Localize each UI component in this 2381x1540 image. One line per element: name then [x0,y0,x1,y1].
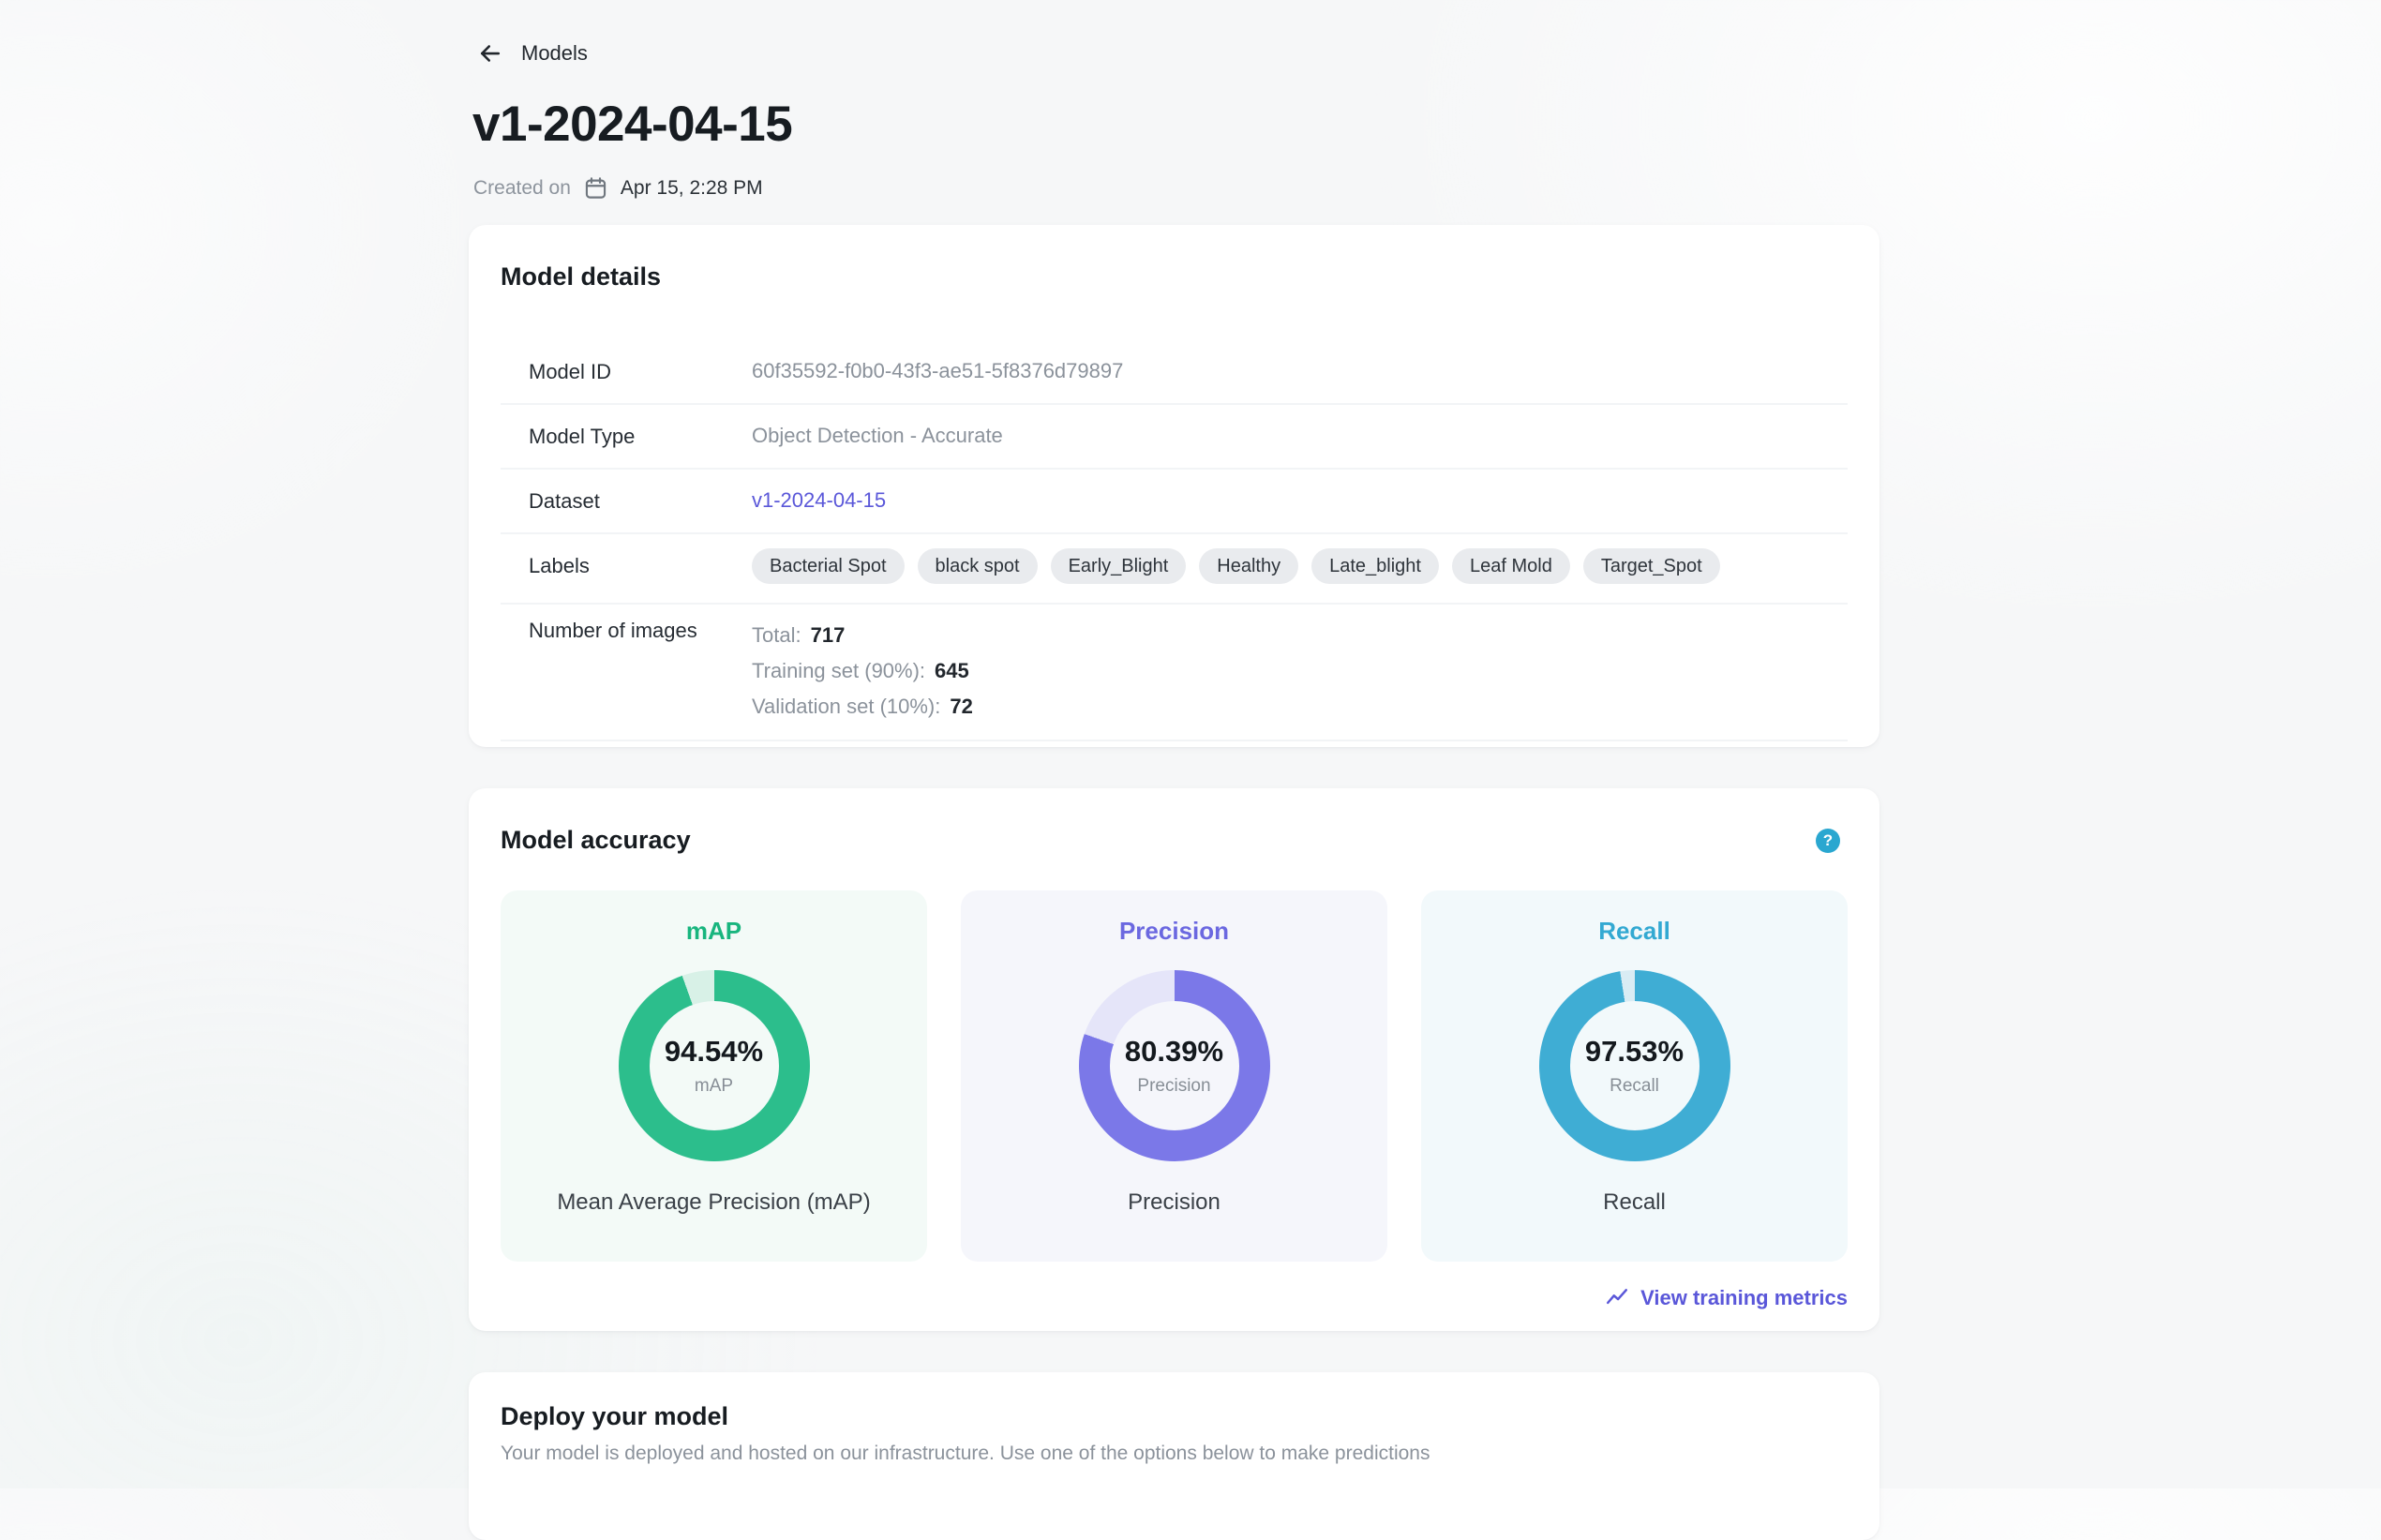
total-label: Total: [752,623,801,647]
training-set-value: 645 [935,659,969,682]
donut-center: 97.53% Recall [1539,970,1730,1161]
total-value: 717 [810,623,846,647]
metric-title: Precision [1118,917,1230,945]
view-metrics-row: View training metrics [501,1286,1848,1310]
created-row: Created on Apr 15, 2:28 PM [473,175,1879,201]
back-button[interactable]: Models [476,39,588,67]
donut-center-label: Precision [1137,1076,1211,1096]
page-title: v1-2024-04-15 [472,97,793,152]
donut-center-label: mAP [694,1076,734,1096]
created-on-label: Created on [473,176,571,199]
donut-ring [618,970,810,1161]
dataset-link[interactable]: v1-2024-04-15 [752,488,887,512]
validation-set-value: 72 [950,695,973,718]
help-icon[interactable]: ? [1816,828,1840,853]
precision-donut-chart: 80.39% Precision [1078,970,1270,1161]
deploy-card: Deploy your model Your model is deployed… [469,1372,1879,1540]
training-set-label: Training set (90%): [752,659,926,682]
model-accuracy-header: Model accuracy ? [501,826,1848,855]
metric-title: Recall [1598,917,1670,945]
view-training-metrics-label: View training metrics [1640,1286,1848,1309]
metric-caption: Recall [1603,1189,1666,1215]
donut-center: 94.54% mAP [619,970,810,1161]
detail-row-model-id: Model ID 60f35592-f0b0-43f3-ae51-5f8376d… [501,340,1848,405]
donut-ring [1538,970,1730,1161]
metric-grid: mAP 94.54% mAP Mean Average Precision (m… [501,890,1848,1262]
model-type-value: Object Detection - Accurate [752,424,1003,447]
model-accuracy-card: Model accuracy ? mAP 94.54% mAP Mean Ave… [469,788,1879,1331]
metric-card-map: mAP 94.54% mAP Mean Average Precision (m… [501,890,927,1262]
dataset-label: Dataset [529,489,600,513]
image-counts: Total: 717 Training set (90%): 645 Valid… [752,618,973,725]
page-content: Models v1-2024-04-15 Created on Apr 15, … [469,0,1879,1540]
model-details-title: Model details [501,262,662,291]
donut-value: 97.53% [1584,1035,1685,1068]
model-id-label: Model ID [529,360,612,383]
back-label: Models [521,41,588,65]
label-chip: Leaf Mold [1451,548,1570,584]
total-images-line: Total: 717 [752,618,973,653]
label-chip: Bacterial Spot [752,548,905,584]
label-chip: black spot [917,548,1038,584]
number-of-images-label: Number of images [529,619,697,642]
recall-donut-chart: 97.53% Recall [1538,970,1730,1161]
metric-card-recall: Recall 97.53% Recall Recall [1421,890,1848,1262]
detail-row-model-type: Model Type Object Detection - Accurate [501,405,1848,470]
metric-card-precision: Precision 80.39% Precision Precision [961,890,1387,1262]
label-chips: Bacterial Spot black spot Early_Blight H… [752,548,1720,584]
donut-value: 80.39% [1124,1035,1224,1068]
metric-caption: Precision [1128,1189,1220,1215]
model-id-value: 60f35592-f0b0-43f3-ae51-5f8376d79897 [752,359,1124,382]
model-accuracy-title: Model accuracy [501,826,691,854]
model-type-label: Model Type [529,425,636,448]
training-set-line: Training set (90%): 645 [752,653,973,689]
validation-set-line: Validation set (10%): 72 [752,689,973,725]
detail-row-number-of-images: Number of images Total: 717 Training set… [501,605,1848,741]
detail-row-labels: Labels Bacterial Spot black spot Early_B… [501,534,1848,605]
metric-title: mAP [685,917,742,945]
donut-center: 80.39% Precision [1079,970,1270,1161]
deploy-title: Deploy your model [501,1402,729,1430]
map-donut-chart: 94.54% mAP [618,970,810,1161]
deploy-subtitle: Your model is deployed and hosted on our… [501,1443,1430,1464]
model-details-table: Model ID 60f35592-f0b0-43f3-ae51-5f8376d… [501,340,1848,741]
label-chip: Late_blight [1311,548,1439,584]
calendar-icon [585,177,606,199]
label-chip: Target_Spot [1582,548,1720,584]
donut-center-label: Recall [1610,1076,1659,1096]
back-row: Models [469,0,1879,67]
donut-value: 94.54% [664,1035,764,1068]
back-arrow-icon [480,45,501,62]
view-training-metrics-link[interactable]: View training metrics [1605,1286,1848,1310]
metric-caption: Mean Average Precision (mAP) [557,1189,871,1215]
trending-up-icon [1607,1289,1628,1305]
validation-set-label: Validation set (10%): [752,695,941,718]
created-date: Apr 15, 2:28 PM [620,176,763,199]
donut-ring [1078,970,1270,1161]
label-chip: Early_Blight [1050,548,1187,584]
label-chip: Healthy [1199,548,1299,584]
model-details-card: Model details Model ID 60f35592-f0b0-43f… [469,225,1879,747]
detail-row-dataset: Dataset v1-2024-04-15 [501,470,1848,534]
labels-label: Labels [529,554,590,577]
